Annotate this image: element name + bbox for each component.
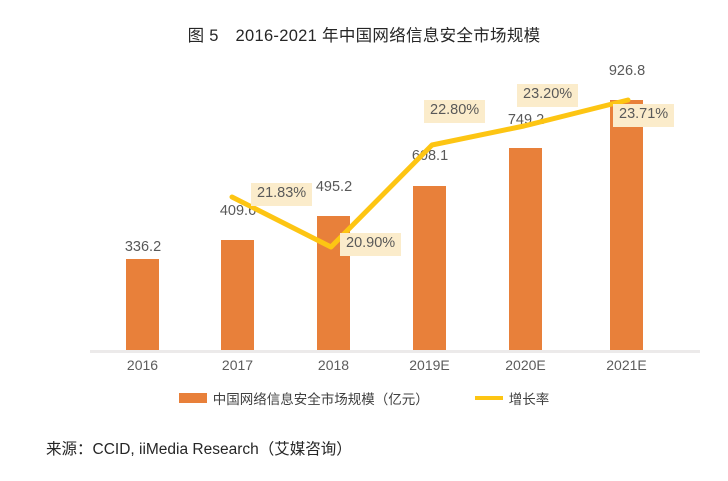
x-tick-2020e: 2020E [505, 357, 546, 373]
x-axis-line [90, 350, 700, 353]
rate-label-2021e: 23.71% [613, 104, 675, 127]
rate-label-2017: 21.83% [251, 183, 313, 206]
bar-2021e[interactable] [610, 100, 643, 350]
source-note: 来源：CCID, iiMedia Research（艾媒咨询） [46, 441, 352, 458]
chart-title: 图 5 2016-2021 年中国网络信息安全市场规模 [187, 27, 541, 45]
x-tick-2016: 2016 [126, 357, 159, 373]
bar-2017[interactable] [221, 240, 254, 350]
rate-label-2020e: 23.20% [517, 84, 579, 107]
rate-label-2019e: 22.80% [424, 100, 486, 123]
bar-value-label-2016: 336.2 [124, 239, 162, 255]
x-tick-2018: 2018 [317, 357, 350, 373]
bar-2016[interactable] [126, 259, 159, 350]
legend-item-market-size[interactable]: 中国网络信息安全市场规模（亿元） [178, 388, 429, 408]
line-swatch-icon [474, 396, 503, 400]
x-tick-2017: 2017 [221, 357, 254, 373]
chart-legend: 中国网络信息安全市场规模（亿元） 增长率 [0, 388, 728, 408]
bar-2019e[interactable] [413, 186, 446, 350]
legend-item-growth-rate[interactable]: 增长率 [474, 388, 550, 408]
bar-swatch-icon [178, 393, 207, 403]
bar-value-label-2019e: 608.1 [411, 148, 449, 164]
bar-2020e[interactable] [509, 148, 542, 350]
rate-label-2018: 20.90% [340, 233, 402, 256]
growth-rate-line [229, 97, 631, 250]
legend-label-market-size: 中国网络信息安全市场规模（亿元） [212, 392, 429, 407]
x-tick-2021e: 2021E [606, 357, 647, 373]
x-tick-2019e: 2019E [409, 357, 450, 373]
bar-value-label-2018: 495.2 [315, 179, 353, 195]
legend-label-growth-rate: 增长率 [508, 392, 550, 407]
bar-value-label-2021e: 926.8 [608, 63, 646, 79]
